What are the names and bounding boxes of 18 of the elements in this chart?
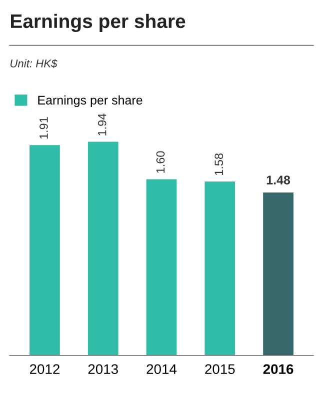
x-tick-label: 2012 (30, 364, 60, 374)
x-tick-label: 2016 (263, 364, 294, 374)
bar (30, 145, 60, 356)
data-label: 1.48 (266, 176, 290, 184)
bar (88, 142, 118, 356)
chart-subtitle: Unit: HK$ (10, 59, 58, 68)
x-tick-label: 2015 (205, 364, 235, 374)
data-label: 1.58 (214, 153, 224, 176)
chart-title: Earnings per share (10, 14, 186, 32)
legend-label: Earnings per share (38, 95, 142, 108)
x-tick-label: 2013 (88, 364, 118, 374)
bar (146, 179, 177, 356)
x-tick-label: 2014 (146, 364, 177, 374)
bar (263, 192, 294, 356)
data-label: 1.94 (98, 114, 106, 136)
bar (204, 181, 236, 356)
data-label: 1.91 (40, 117, 48, 139)
data-label: 1.60 (156, 151, 165, 173)
